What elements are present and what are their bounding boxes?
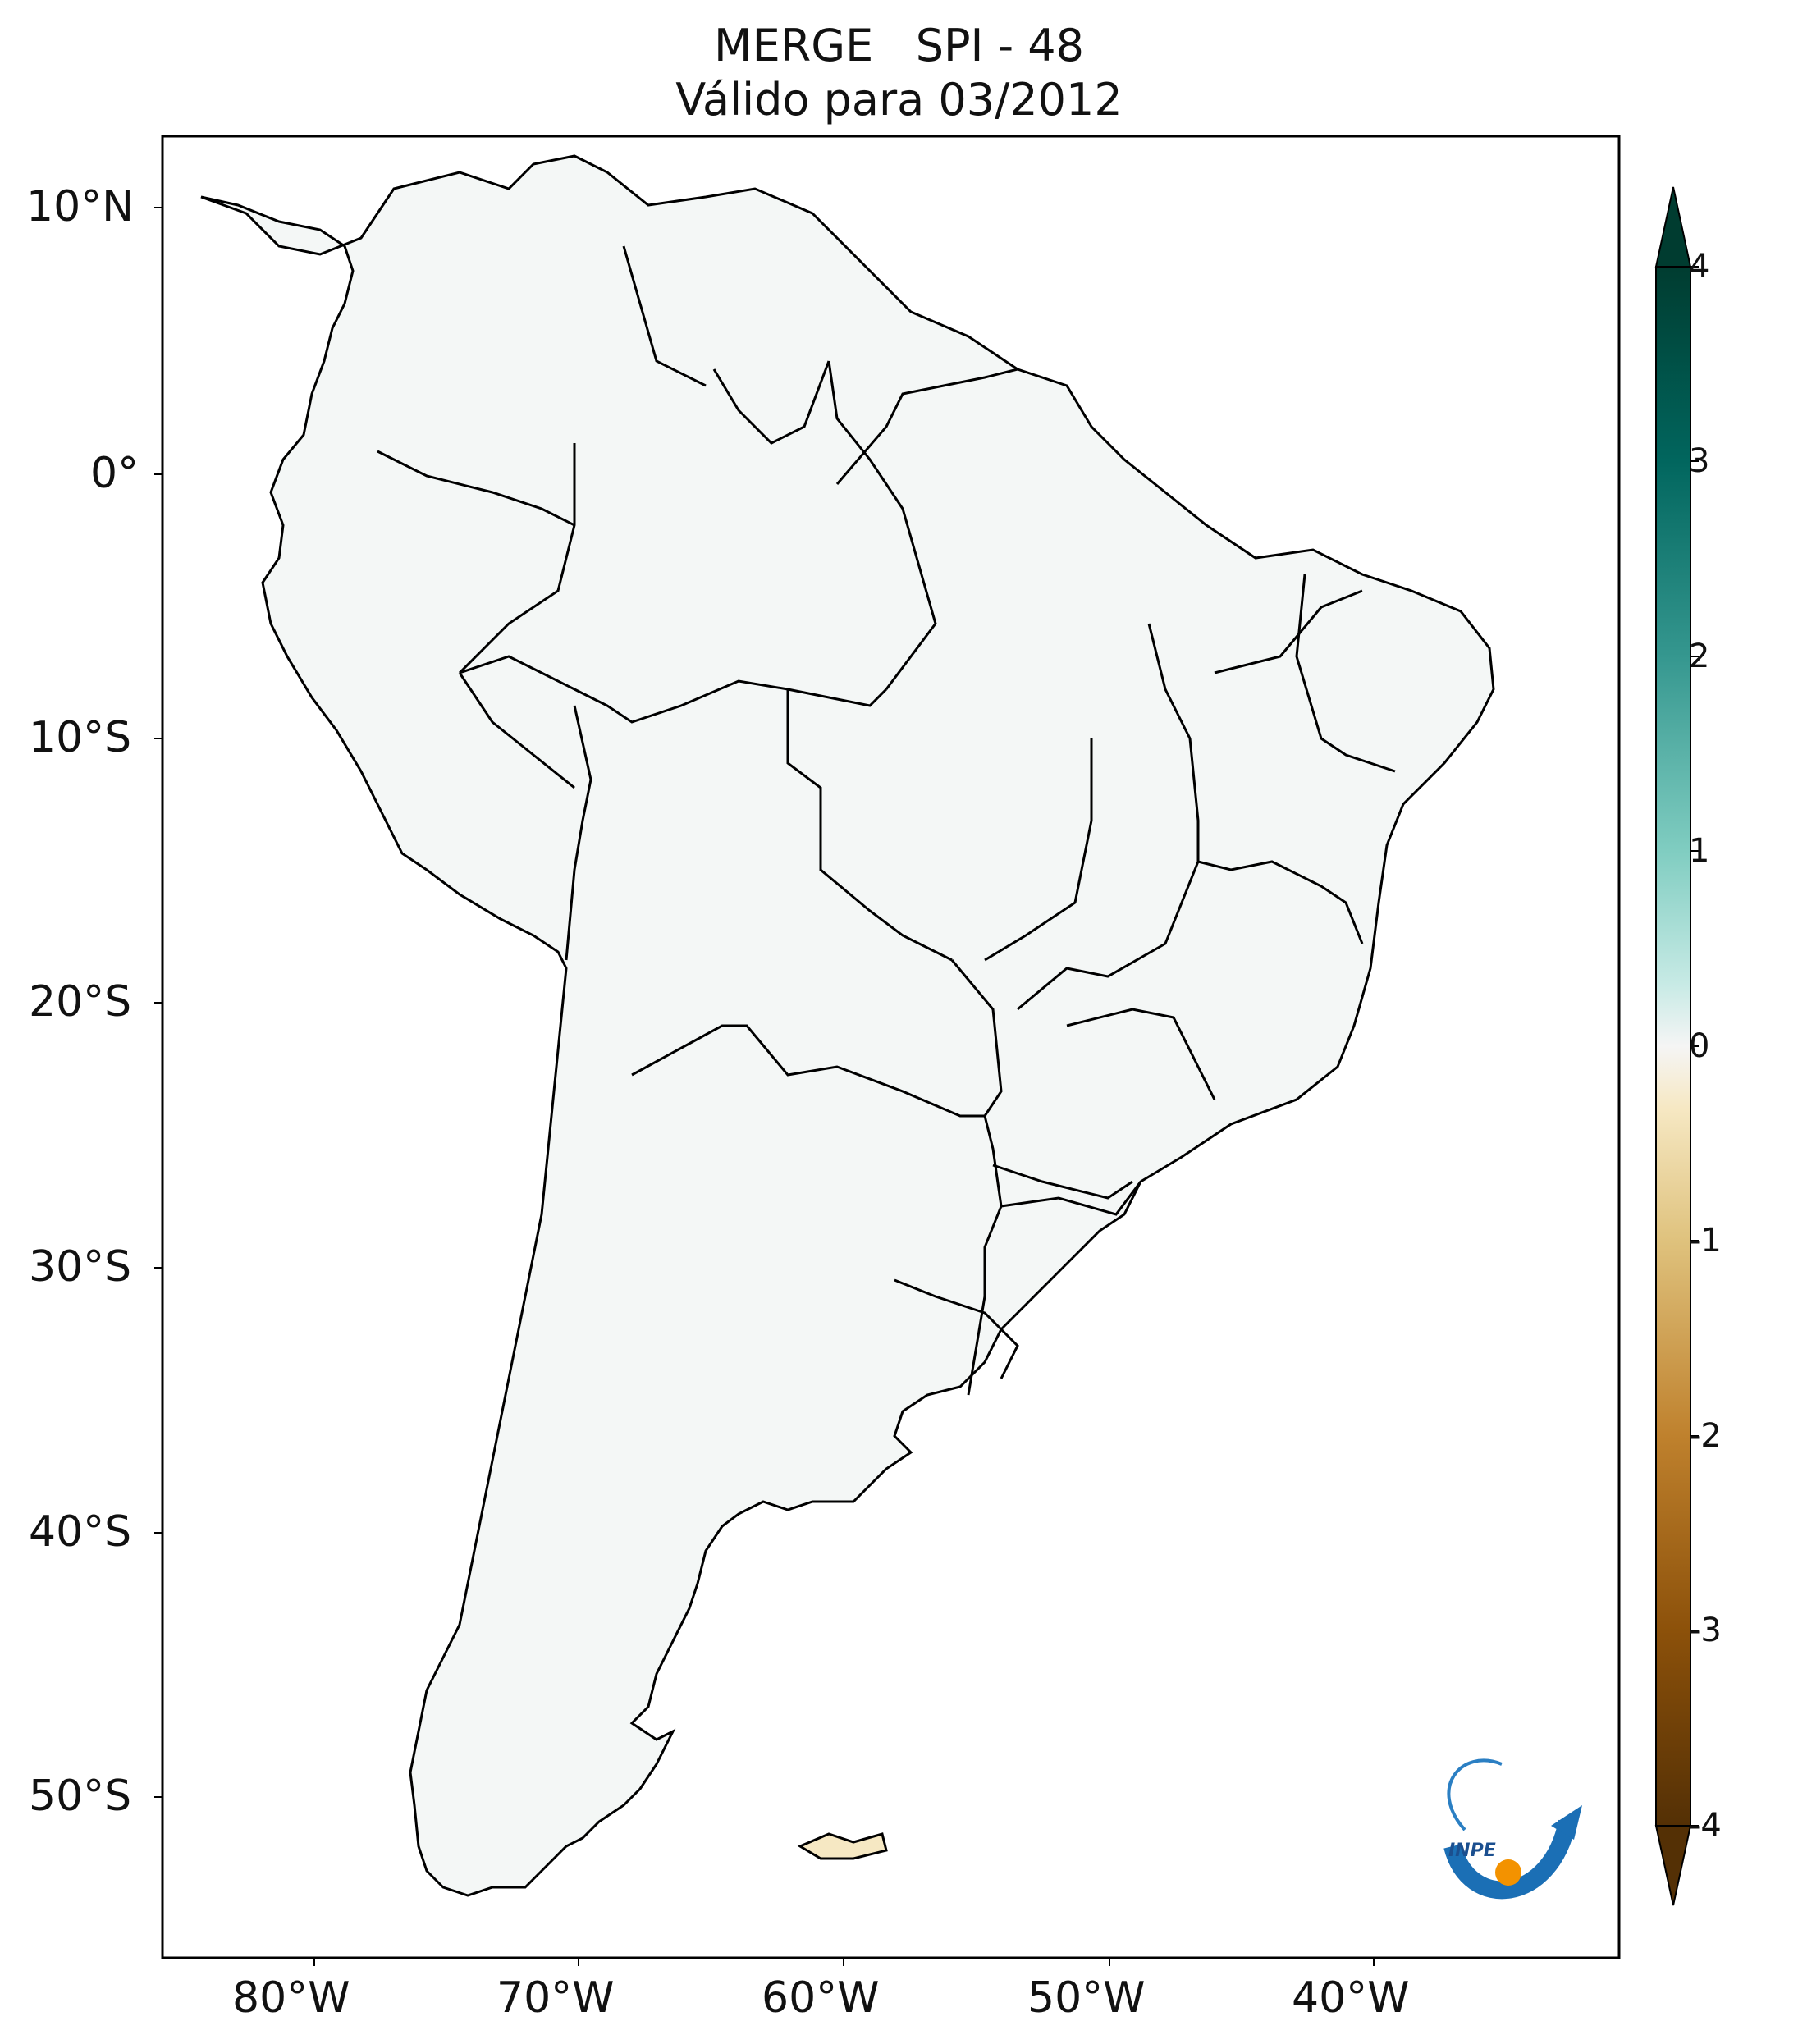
colorbar-tick-label: 2	[1689, 638, 1710, 675]
border-line	[1147, 623, 1200, 862]
logo-text: INPE	[1448, 1841, 1496, 1861]
border-line	[894, 1278, 1019, 1379]
colorbar-max-extension	[1654, 186, 1692, 268]
logo-orbit	[1447, 1758, 1503, 1831]
colorbar-tick-label: 4	[1689, 248, 1710, 286]
border-line	[992, 1164, 1133, 1200]
map-subtitle: Válido para 03/2012	[675, 74, 1123, 126]
colorbar-min-extension	[1654, 1825, 1692, 1906]
border-line	[984, 738, 1093, 962]
border-line	[622, 245, 707, 387]
border-line	[1197, 860, 1364, 944]
lat-tick-label: 10°N	[26, 182, 135, 231]
border-line	[458, 672, 575, 789]
colorbar-gradient	[1655, 266, 1691, 1827]
border-line	[1017, 861, 1200, 1011]
lon-tick-label: 70°W	[496, 1973, 615, 2023]
falkland-islands	[797, 1832, 888, 1860]
borders	[199, 154, 1495, 1897]
border-line	[631, 959, 1003, 1118]
lon-tick-label: 60°W	[762, 1973, 880, 2023]
lon-tick-label: 50°W	[1027, 1973, 1146, 2023]
lon-tick-label: 40°W	[1292, 1973, 1410, 2023]
border-line	[1066, 1008, 1216, 1100]
border-line	[786, 689, 953, 962]
border-line	[835, 368, 1018, 485]
inpe-logo: INPE	[1443, 1758, 1582, 1900]
lat-tick-label: 10°S	[29, 713, 132, 762]
logo-sun-icon	[1495, 1859, 1521, 1886]
border-line	[458, 443, 576, 674]
colorbar-tick-label: 1	[1689, 832, 1710, 870]
lat-tick-label: 30°S	[29, 1242, 132, 1292]
lat-tick-label: 40°S	[29, 1507, 132, 1557]
lat-tick-label: 20°S	[29, 977, 132, 1027]
border-line	[1000, 1181, 1142, 1216]
colorbar	[1654, 186, 1699, 1906]
colorbar-tick-label: 0	[1689, 1027, 1710, 1065]
lat-tick-label: 0°	[90, 449, 140, 498]
colorbar-tick-label: -4	[1689, 1807, 1722, 1845]
border-line	[565, 705, 592, 961]
colorbar-tick-label: -1	[1689, 1222, 1722, 1260]
lat-tick-label: 50°S	[29, 1772, 132, 1821]
lon-tick-label: 80°W	[232, 1973, 350, 2023]
colorbar-tick-label: -3	[1689, 1612, 1722, 1649]
border-line	[827, 360, 937, 690]
border-line	[459, 655, 888, 724]
map-title: MERGE SPI - 48	[714, 20, 1084, 71]
axis-ticks	[154, 207, 1375, 1966]
border-line	[1295, 574, 1396, 773]
colorbar-tick-label: -2	[1689, 1417, 1722, 1455]
border-line	[1214, 589, 1363, 674]
border-line	[967, 1115, 1003, 1396]
logo-swoosh	[1443, 1819, 1576, 1900]
colorbar-tick-label: 3	[1689, 442, 1710, 480]
border-line	[377, 450, 575, 527]
logo-arrow-icon	[1551, 1805, 1582, 1840]
border-line	[712, 360, 830, 445]
